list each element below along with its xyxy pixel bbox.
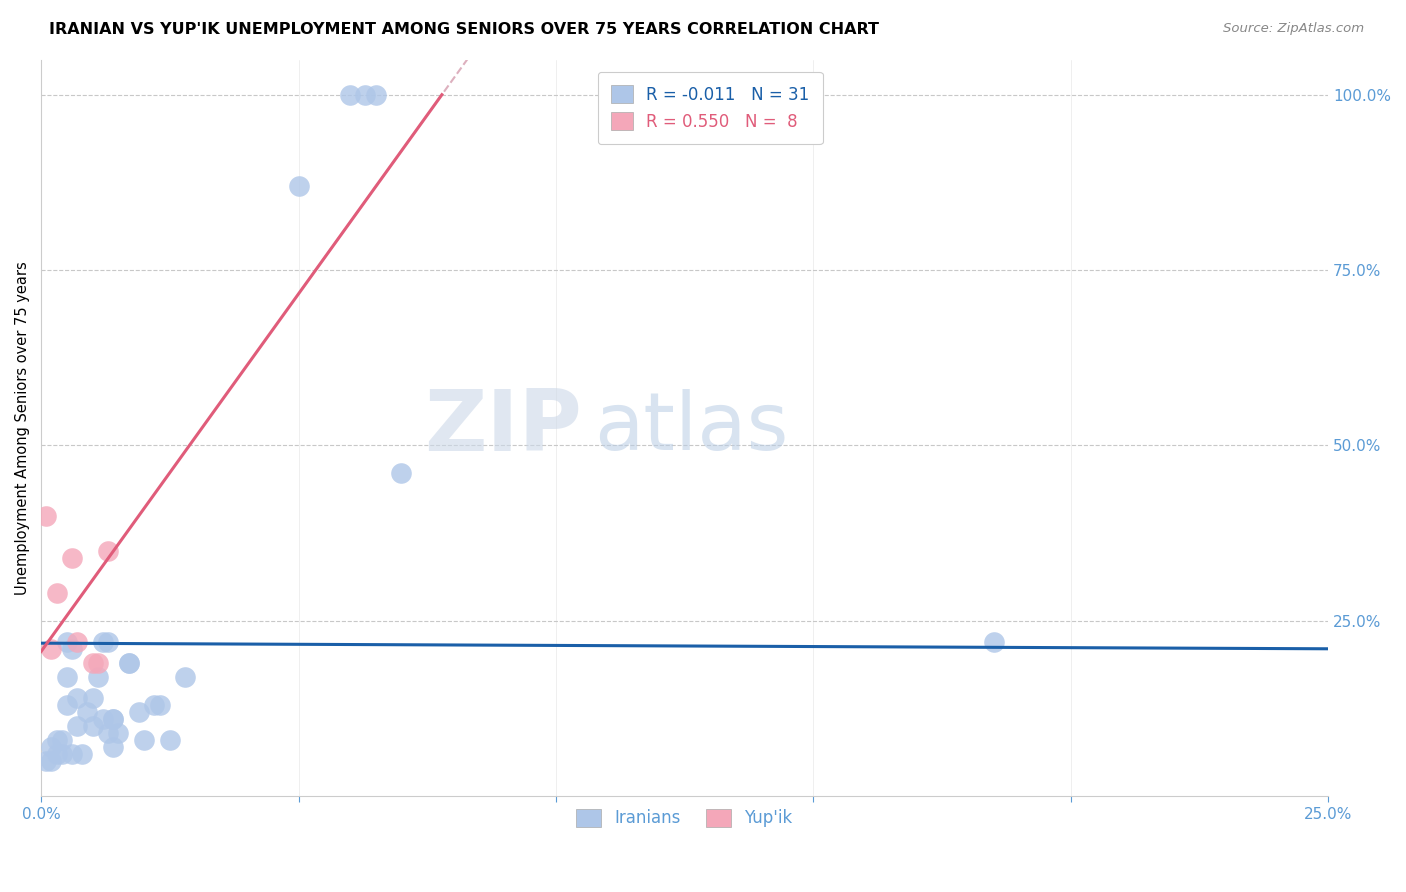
Point	[983, 634, 1005, 648]
Point	[56, 634, 79, 648]
Point	[103, 739, 125, 754]
Y-axis label: Unemployment Among Seniors over 75 years: Unemployment Among Seniors over 75 years	[15, 261, 30, 595]
Point	[41, 641, 63, 656]
Point	[117, 656, 139, 670]
Point	[159, 733, 181, 747]
Point	[56, 670, 79, 684]
Point	[45, 733, 67, 747]
Point	[339, 87, 361, 102]
Legend: Iranians, Yup'ik: Iranians, Yup'ik	[568, 800, 801, 836]
Point	[174, 670, 197, 684]
Point	[72, 747, 94, 761]
Point	[45, 747, 67, 761]
Point	[128, 705, 150, 719]
Point	[87, 656, 110, 670]
Point	[103, 712, 125, 726]
Point	[56, 698, 79, 712]
Point	[60, 641, 83, 656]
Point	[117, 656, 139, 670]
Point	[107, 726, 129, 740]
Point	[60, 550, 83, 565]
Text: IRANIAN VS YUP'IK UNEMPLOYMENT AMONG SENIORS OVER 75 YEARS CORRELATION CHART: IRANIAN VS YUP'IK UNEMPLOYMENT AMONG SEN…	[49, 22, 879, 37]
Point	[391, 467, 413, 481]
Point	[35, 508, 58, 523]
Point	[132, 733, 155, 747]
Point	[287, 178, 309, 193]
Point	[97, 634, 120, 648]
Text: atlas: atlas	[595, 389, 789, 467]
Point	[103, 712, 125, 726]
Point	[354, 87, 377, 102]
Point	[51, 747, 73, 761]
Point	[97, 543, 120, 558]
Point	[66, 690, 89, 705]
Point	[364, 87, 387, 102]
Point	[66, 634, 89, 648]
Point	[97, 726, 120, 740]
Point	[35, 754, 58, 768]
Point	[87, 670, 110, 684]
Point	[91, 712, 114, 726]
Point	[82, 656, 104, 670]
Point	[82, 690, 104, 705]
Text: ZIP: ZIP	[425, 386, 582, 469]
Point	[51, 733, 73, 747]
Point	[60, 747, 83, 761]
Point	[76, 705, 98, 719]
Point	[41, 754, 63, 768]
Point	[45, 585, 67, 599]
Point	[143, 698, 166, 712]
Point	[41, 739, 63, 754]
Point	[91, 634, 114, 648]
Point	[148, 698, 170, 712]
Point	[82, 719, 104, 733]
Text: Source: ZipAtlas.com: Source: ZipAtlas.com	[1223, 22, 1364, 36]
Point	[66, 719, 89, 733]
